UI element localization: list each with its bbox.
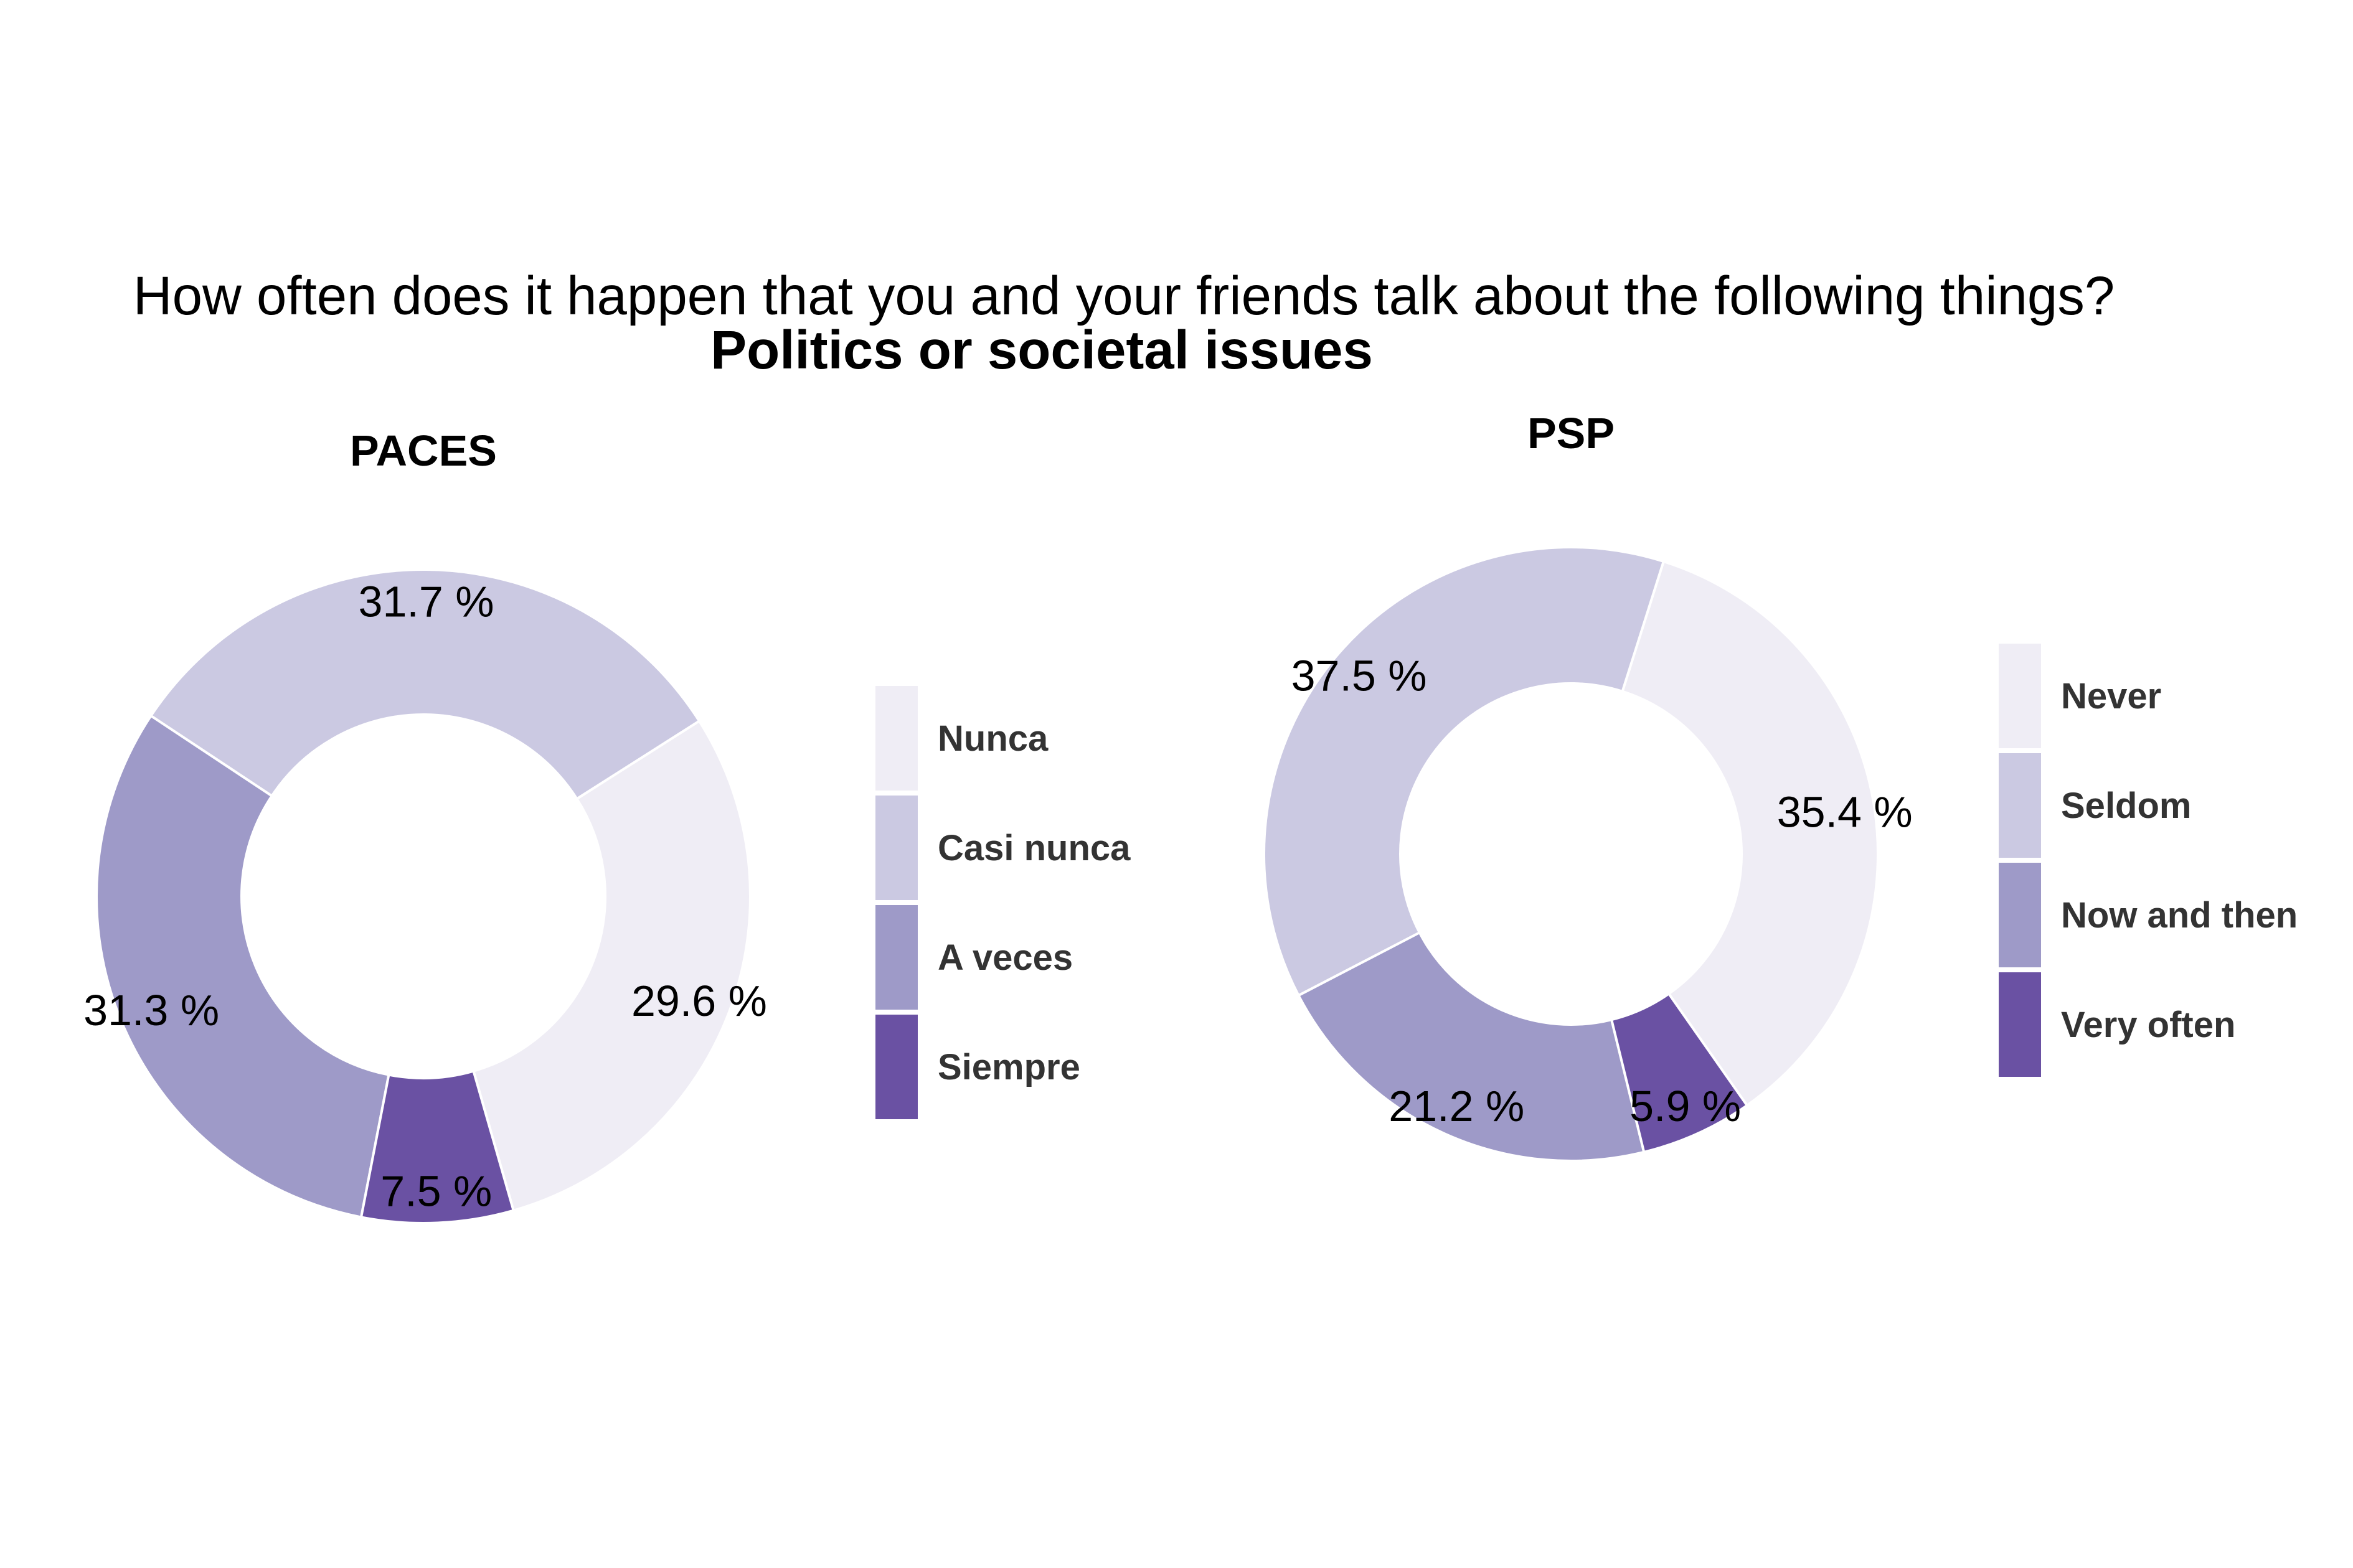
legend-label-psp-3: Very often xyxy=(2061,1005,2235,1045)
donut-slices-paces xyxy=(95,568,752,1224)
slice-label-paces-0: 29.6 % xyxy=(631,977,767,1025)
donut-panel-paces: PACES 29.6 % 31.7 % 31.3 % 7.5 % Nunca Casi … xyxy=(83,426,1131,1224)
legend-label-psp-0: Never xyxy=(2061,676,2161,716)
legend-label-psp-2: Now and then xyxy=(2061,895,2298,936)
legend-swatch-paces-0 xyxy=(875,686,918,791)
slice-psp-very-often xyxy=(1610,992,1749,1154)
legend-paces: Nunca Casi nunca A veces Siempre xyxy=(875,686,1131,1119)
slice-labels-psp: 35.4 % 37.5 % 21.2 % 5.9 % xyxy=(1291,652,1913,1130)
slice-paces-siempre xyxy=(359,1069,516,1224)
legend-swatch-paces-3 xyxy=(875,1015,918,1119)
panel-title-psp: PSP xyxy=(1527,409,1615,458)
donut-slices-psp xyxy=(1263,546,1879,1162)
legend-swatch-paces-2 xyxy=(875,905,918,1010)
slice-label-paces-2: 31.3 % xyxy=(83,986,219,1035)
slice-psp-never xyxy=(1621,560,1879,1107)
slice-label-psp-0: 35.4 % xyxy=(1777,788,1913,837)
slice-label-psp-1: 37.5 % xyxy=(1291,652,1427,700)
legend-psp: Never Seldom Now and then Very often xyxy=(1999,644,2298,1077)
legend-swatch-psp-3 xyxy=(1999,972,2041,1077)
slice-paces-a-veces xyxy=(95,714,390,1219)
slice-paces-casi-nunca xyxy=(149,568,701,801)
legend-label-paces-2: A veces xyxy=(938,937,1073,978)
slice-labels-paces: 29.6 % 31.7 % 31.3 % 7.5 % xyxy=(83,577,767,1215)
slice-paces-nunca xyxy=(472,719,752,1213)
legend-swatch-psp-2 xyxy=(1999,863,2041,967)
legend-label-paces-0: Nunca xyxy=(938,718,1049,759)
slice-psp-now-and-then xyxy=(1296,931,1646,1162)
legend-label-paces-3: Siempre xyxy=(938,1047,1080,1087)
slice-label-paces-1: 31.7 % xyxy=(359,577,494,626)
chart-title: How often does it happen that you and yo… xyxy=(133,266,2115,326)
legend-label-paces-1: Casi nunca xyxy=(938,828,1131,868)
panel-title-paces: PACES xyxy=(350,426,497,475)
slice-label-psp-2: 21.2 % xyxy=(1389,1082,1524,1130)
legend-swatch-psp-0 xyxy=(1999,644,2041,748)
legend-swatch-paces-1 xyxy=(875,796,918,900)
slice-psp-seldom xyxy=(1263,546,1666,997)
donut-panel-psp: PSP 35.4 %37.5 %21.2 % 5.9 % NeverSeldomN… xyxy=(1263,409,2298,1162)
slice-label-paces-3: 7.5 % xyxy=(380,1167,492,1215)
legend-swatch-psp-1 xyxy=(1999,753,2041,858)
legend-label-psp-1: Seldom xyxy=(2061,786,2192,826)
chart-subtitle: Politics or societal issues xyxy=(710,320,1373,380)
slice-label-psp-3: 5.9 % xyxy=(1629,1082,1741,1130)
